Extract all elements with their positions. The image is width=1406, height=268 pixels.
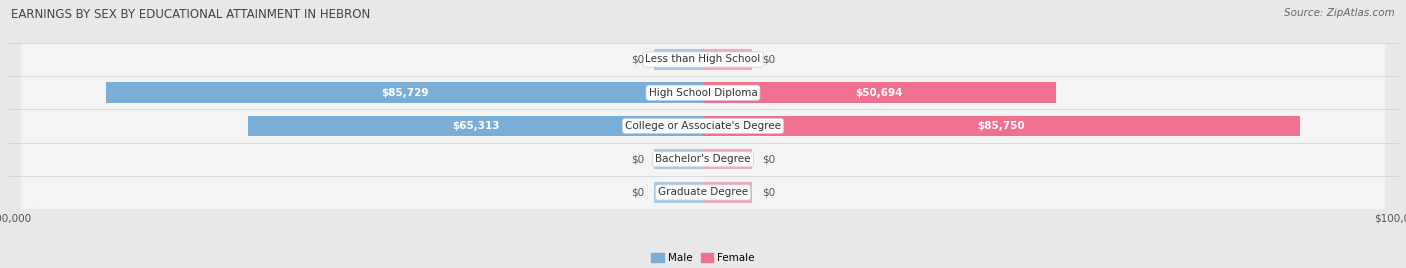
Text: $65,313: $65,313 xyxy=(451,121,499,131)
Text: EARNINGS BY SEX BY EDUCATIONAL ATTAINMENT IN HEBRON: EARNINGS BY SEX BY EDUCATIONAL ATTAINMEN… xyxy=(11,8,371,21)
Text: $0: $0 xyxy=(762,54,775,65)
Bar xyxy=(249,116,703,136)
Bar xyxy=(703,83,1056,103)
Text: $0: $0 xyxy=(631,154,644,164)
Bar xyxy=(703,49,752,70)
FancyBboxPatch shape xyxy=(21,0,1385,268)
Text: $0: $0 xyxy=(631,187,644,198)
Text: College or Associate's Degree: College or Associate's Degree xyxy=(626,121,780,131)
Text: Source: ZipAtlas.com: Source: ZipAtlas.com xyxy=(1284,8,1395,18)
Text: Less than High School: Less than High School xyxy=(645,54,761,65)
Text: $0: $0 xyxy=(762,187,775,198)
Text: Bachelor's Degree: Bachelor's Degree xyxy=(655,154,751,164)
Text: Graduate Degree: Graduate Degree xyxy=(658,187,748,198)
Bar xyxy=(654,182,703,203)
Text: $0: $0 xyxy=(631,54,644,65)
FancyBboxPatch shape xyxy=(21,0,1385,268)
Text: $50,694: $50,694 xyxy=(856,88,903,98)
Bar xyxy=(654,49,703,70)
Text: $85,750: $85,750 xyxy=(977,121,1025,131)
Text: High School Diploma: High School Diploma xyxy=(648,88,758,98)
Bar xyxy=(703,116,1299,136)
FancyBboxPatch shape xyxy=(21,0,1385,268)
Bar xyxy=(107,83,703,103)
Bar xyxy=(703,182,752,203)
FancyBboxPatch shape xyxy=(21,0,1385,268)
Bar xyxy=(654,149,703,169)
Legend: Male, Female: Male, Female xyxy=(647,249,759,267)
FancyBboxPatch shape xyxy=(21,0,1385,268)
Text: $0: $0 xyxy=(762,154,775,164)
Text: $85,729: $85,729 xyxy=(381,88,429,98)
Bar xyxy=(703,149,752,169)
